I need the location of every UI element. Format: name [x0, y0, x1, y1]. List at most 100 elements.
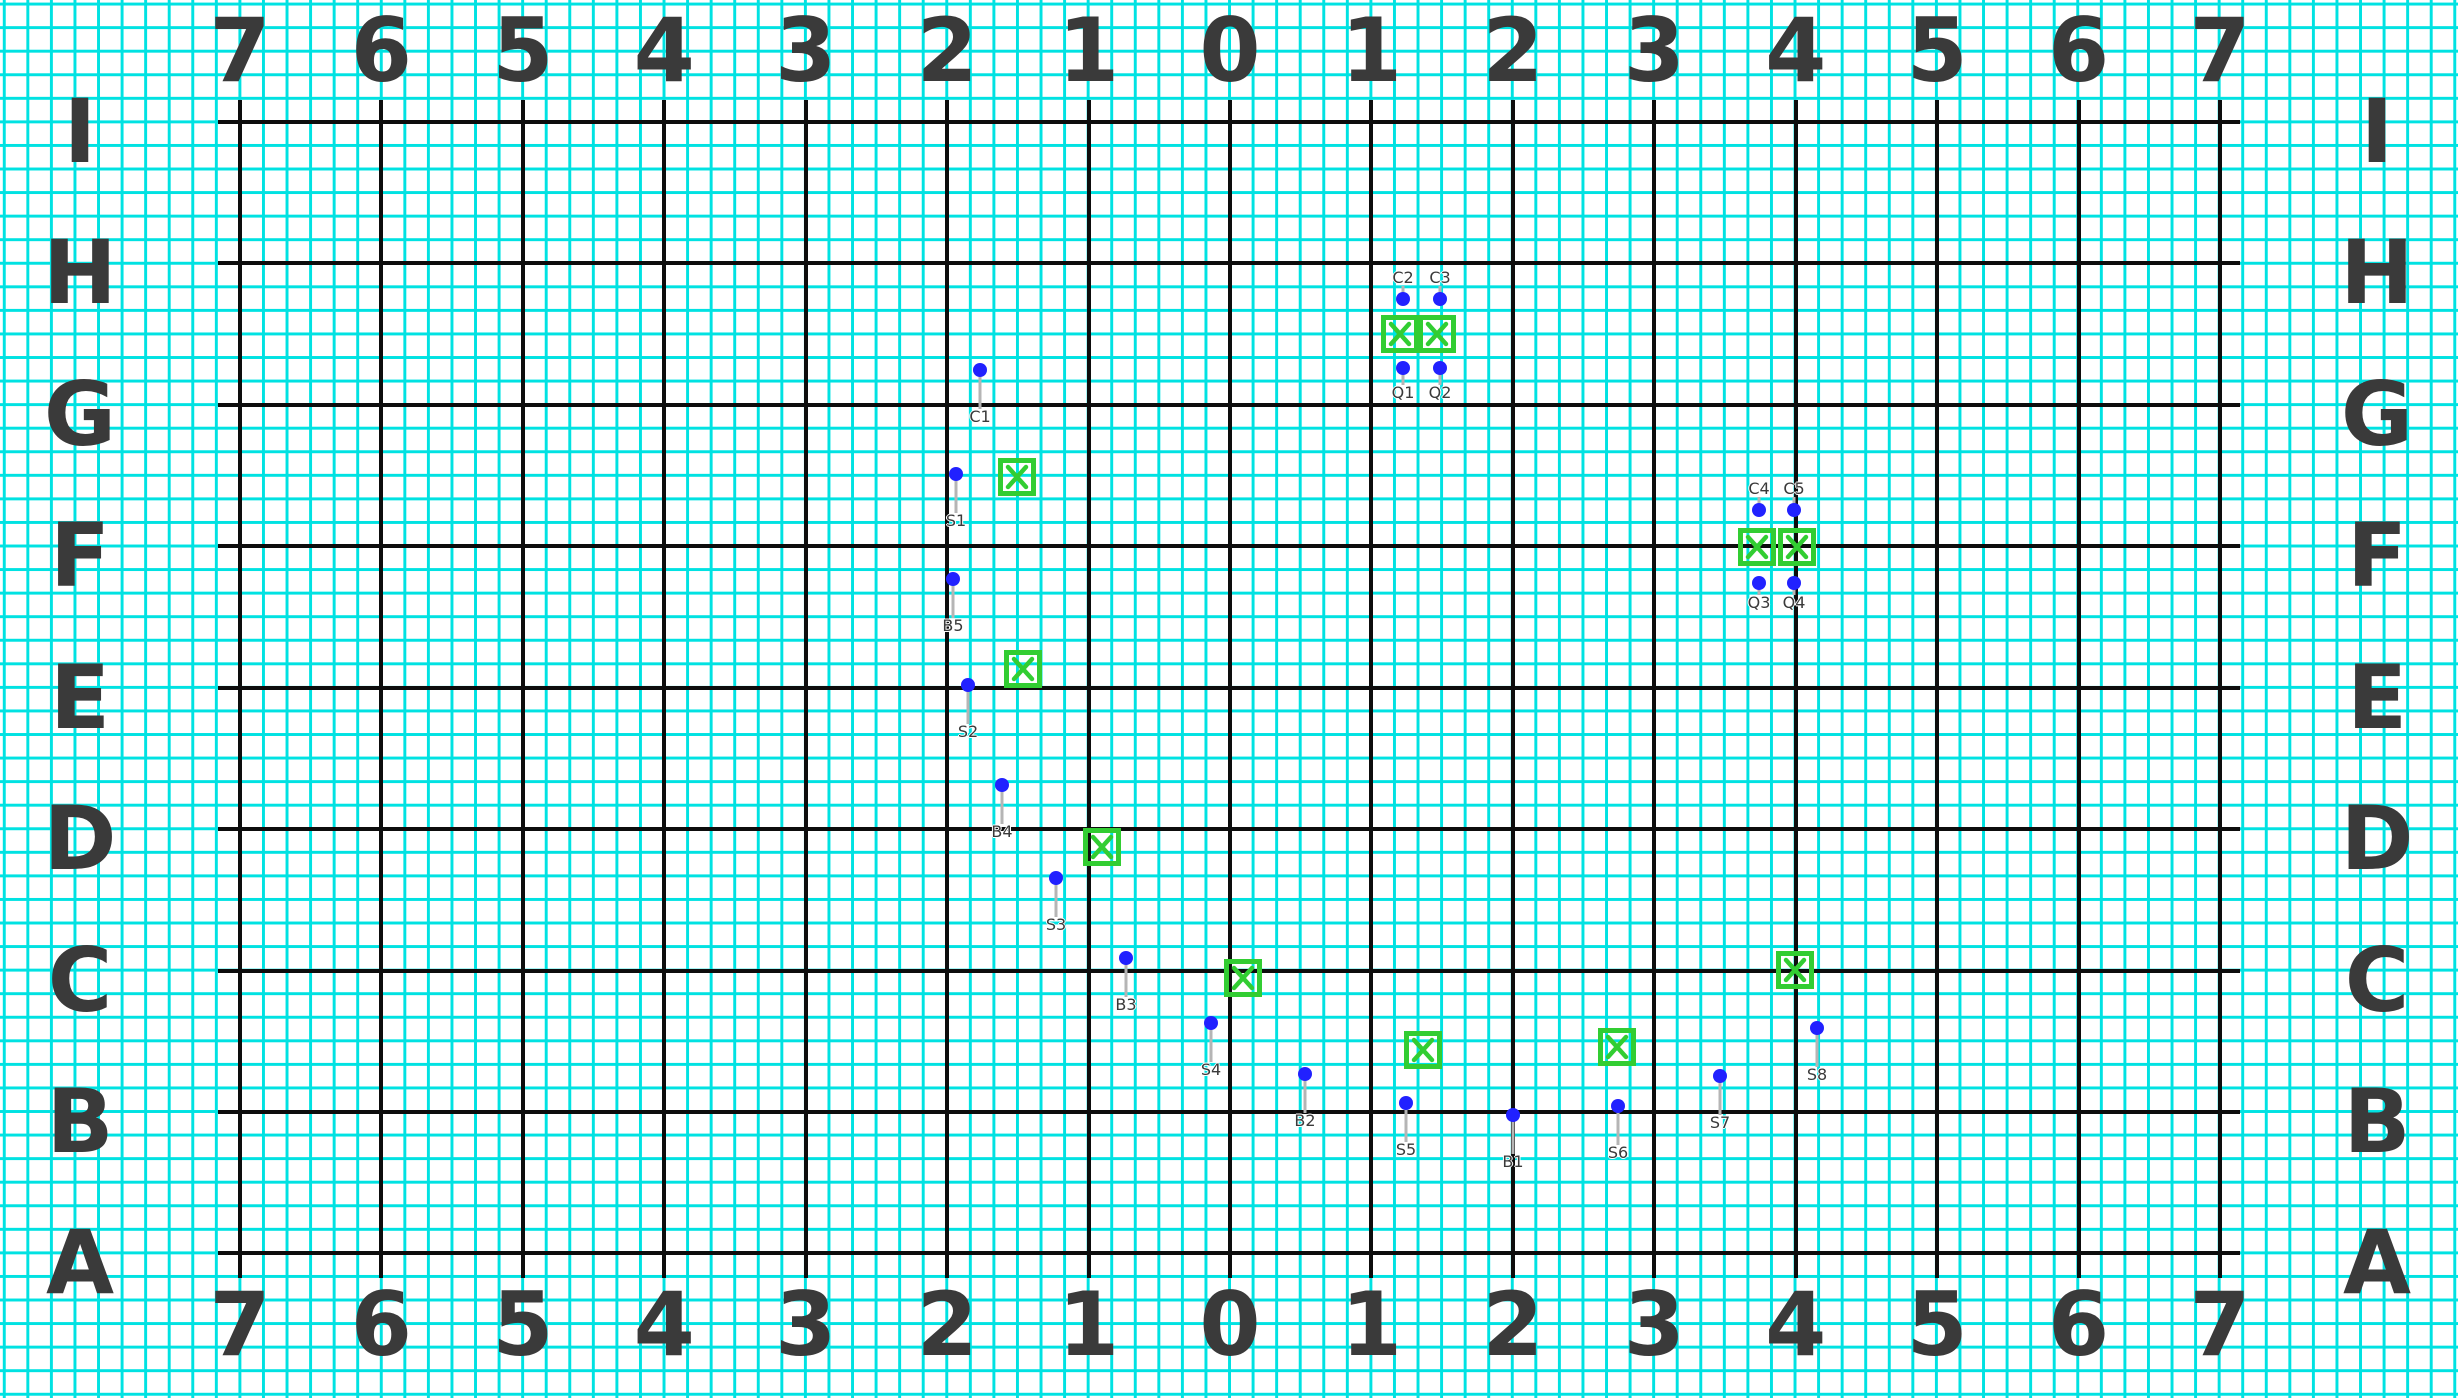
- plotted-point-s6: [1611, 1099, 1625, 1113]
- point-leader-line: [1757, 497, 1761, 506]
- column-label-top: 3: [775, 0, 837, 102]
- column-label-top: 5: [1906, 0, 1968, 102]
- x-icon: [1425, 321, 1449, 347]
- column-label-top: 4: [1765, 0, 1827, 102]
- x-mark-box: [1776, 951, 1814, 989]
- column-label-bottom: 1: [1340, 1273, 1403, 1376]
- x-icon: [1411, 1037, 1435, 1063]
- point-label-s6: S6: [1607, 1143, 1629, 1162]
- row-label-left: E: [49, 645, 111, 749]
- point-leader-line: [1757, 587, 1761, 595]
- plotted-point-c4: [1752, 503, 1766, 517]
- point-label-b1: B1: [1502, 1152, 1524, 1171]
- row-label-left: D: [43, 787, 117, 891]
- point-label-c2: C2: [1392, 268, 1414, 287]
- column-label-bottom: 5: [1906, 1273, 1968, 1376]
- point-label-s8: S8: [1806, 1065, 1828, 1084]
- x-mark-box: [1738, 528, 1776, 566]
- column-label-top: 2: [916, 0, 978, 102]
- x-icon: [1785, 534, 1809, 560]
- x-icon: [1388, 321, 1412, 347]
- point-leader-line: [1718, 1080, 1722, 1115]
- column-label-top: 2: [1482, 0, 1544, 102]
- row-label-right: B: [2343, 1070, 2411, 1173]
- point-label-s4: S4: [1200, 1060, 1222, 1079]
- x-mark-box: [998, 458, 1036, 496]
- plotted-point-s8: [1810, 1021, 1824, 1035]
- row-label-left: I: [63, 80, 97, 183]
- point-leader-line: [1401, 372, 1405, 385]
- column-label-top: 4: [633, 0, 695, 102]
- point-leader-line: [1792, 587, 1796, 595]
- column-label-top: 6: [2047, 0, 2110, 102]
- plotted-point-c2: [1396, 292, 1410, 306]
- row-label-left: G: [43, 362, 117, 466]
- x-mark-box: [1224, 959, 1262, 997]
- row-label-right: F: [2346, 504, 2408, 608]
- major-horizontal-line: [218, 402, 2240, 407]
- x-icon: [1745, 534, 1769, 560]
- row-label-left: B: [46, 1070, 114, 1173]
- point-label-q4: Q4: [1782, 593, 1806, 612]
- x-mark-box: [1778, 528, 1816, 566]
- point-label-s7: S7: [1709, 1113, 1731, 1132]
- row-label-right: A: [2342, 1211, 2412, 1315]
- plotted-point-c1: [973, 363, 987, 377]
- plotted-point-q1: [1396, 361, 1410, 375]
- column-label-bottom: 6: [350, 1273, 413, 1376]
- point-leader-line: [1124, 962, 1128, 997]
- point-leader-line: [951, 583, 955, 618]
- point-leader-line: [1511, 1119, 1515, 1154]
- plotted-point-c3: [1433, 292, 1447, 306]
- column-label-bottom: 4: [633, 1273, 695, 1376]
- point-label-q1: Q1: [1391, 383, 1415, 402]
- major-horizontal-line: [218, 1251, 2240, 1256]
- plotted-point-b4: [995, 778, 1009, 792]
- plotted-point-s4: [1204, 1016, 1218, 1030]
- x-mark-box: [1404, 1031, 1442, 1069]
- x-icon: [1783, 957, 1807, 983]
- point-label-q3: Q3: [1747, 593, 1771, 612]
- point-label-c3: C3: [1429, 268, 1451, 287]
- column-label-top: 0: [1199, 0, 1261, 102]
- point-leader-line: [1616, 1110, 1620, 1145]
- column-label-top: 7: [2189, 0, 2251, 102]
- major-horizontal-line: [218, 827, 2240, 832]
- column-label-top: 1: [1057, 0, 1120, 102]
- row-label-right: I: [2360, 80, 2394, 183]
- point-leader-line: [1401, 286, 1405, 295]
- row-label-left: H: [43, 221, 117, 325]
- major-horizontal-line: [218, 120, 2240, 124]
- point-leader-line: [1000, 789, 1004, 824]
- plotted-point-b1: [1506, 1108, 1520, 1122]
- point-leader-line: [954, 478, 958, 513]
- point-leader-line: [1054, 882, 1058, 917]
- column-label-bottom: 7: [2189, 1273, 2251, 1376]
- major-horizontal-line: [218, 968, 2240, 973]
- column-label-bottom: 2: [1482, 1273, 1544, 1376]
- major-horizontal-line: [218, 685, 2240, 690]
- plotted-point-s3: [1049, 871, 1063, 885]
- plotted-point-b5: [946, 572, 960, 586]
- column-label-bottom: 4: [1765, 1273, 1827, 1376]
- x-icon: [1231, 965, 1255, 991]
- column-label-bottom: 0: [1199, 1273, 1261, 1376]
- column-label-top: 5: [492, 0, 554, 102]
- point-label-b4: B4: [991, 822, 1013, 841]
- plotted-point-b2: [1298, 1067, 1312, 1081]
- x-mark-box: [1004, 650, 1042, 688]
- column-label-bottom: 3: [775, 1273, 837, 1376]
- row-label-right: C: [2344, 928, 2410, 1032]
- x-icon: [1605, 1034, 1629, 1060]
- row-label-right: D: [2340, 787, 2414, 891]
- point-label-s5: S5: [1395, 1140, 1417, 1159]
- point-label-b2: B2: [1294, 1111, 1316, 1130]
- point-leader-line: [1792, 497, 1796, 506]
- point-leader-line: [966, 689, 970, 724]
- plotted-point-s2: [961, 678, 975, 692]
- column-label-top: 1: [1340, 0, 1403, 102]
- x-mark-box: [1083, 828, 1121, 866]
- x-mark-box: [1418, 315, 1456, 353]
- x-mark-box: [1598, 1028, 1636, 1066]
